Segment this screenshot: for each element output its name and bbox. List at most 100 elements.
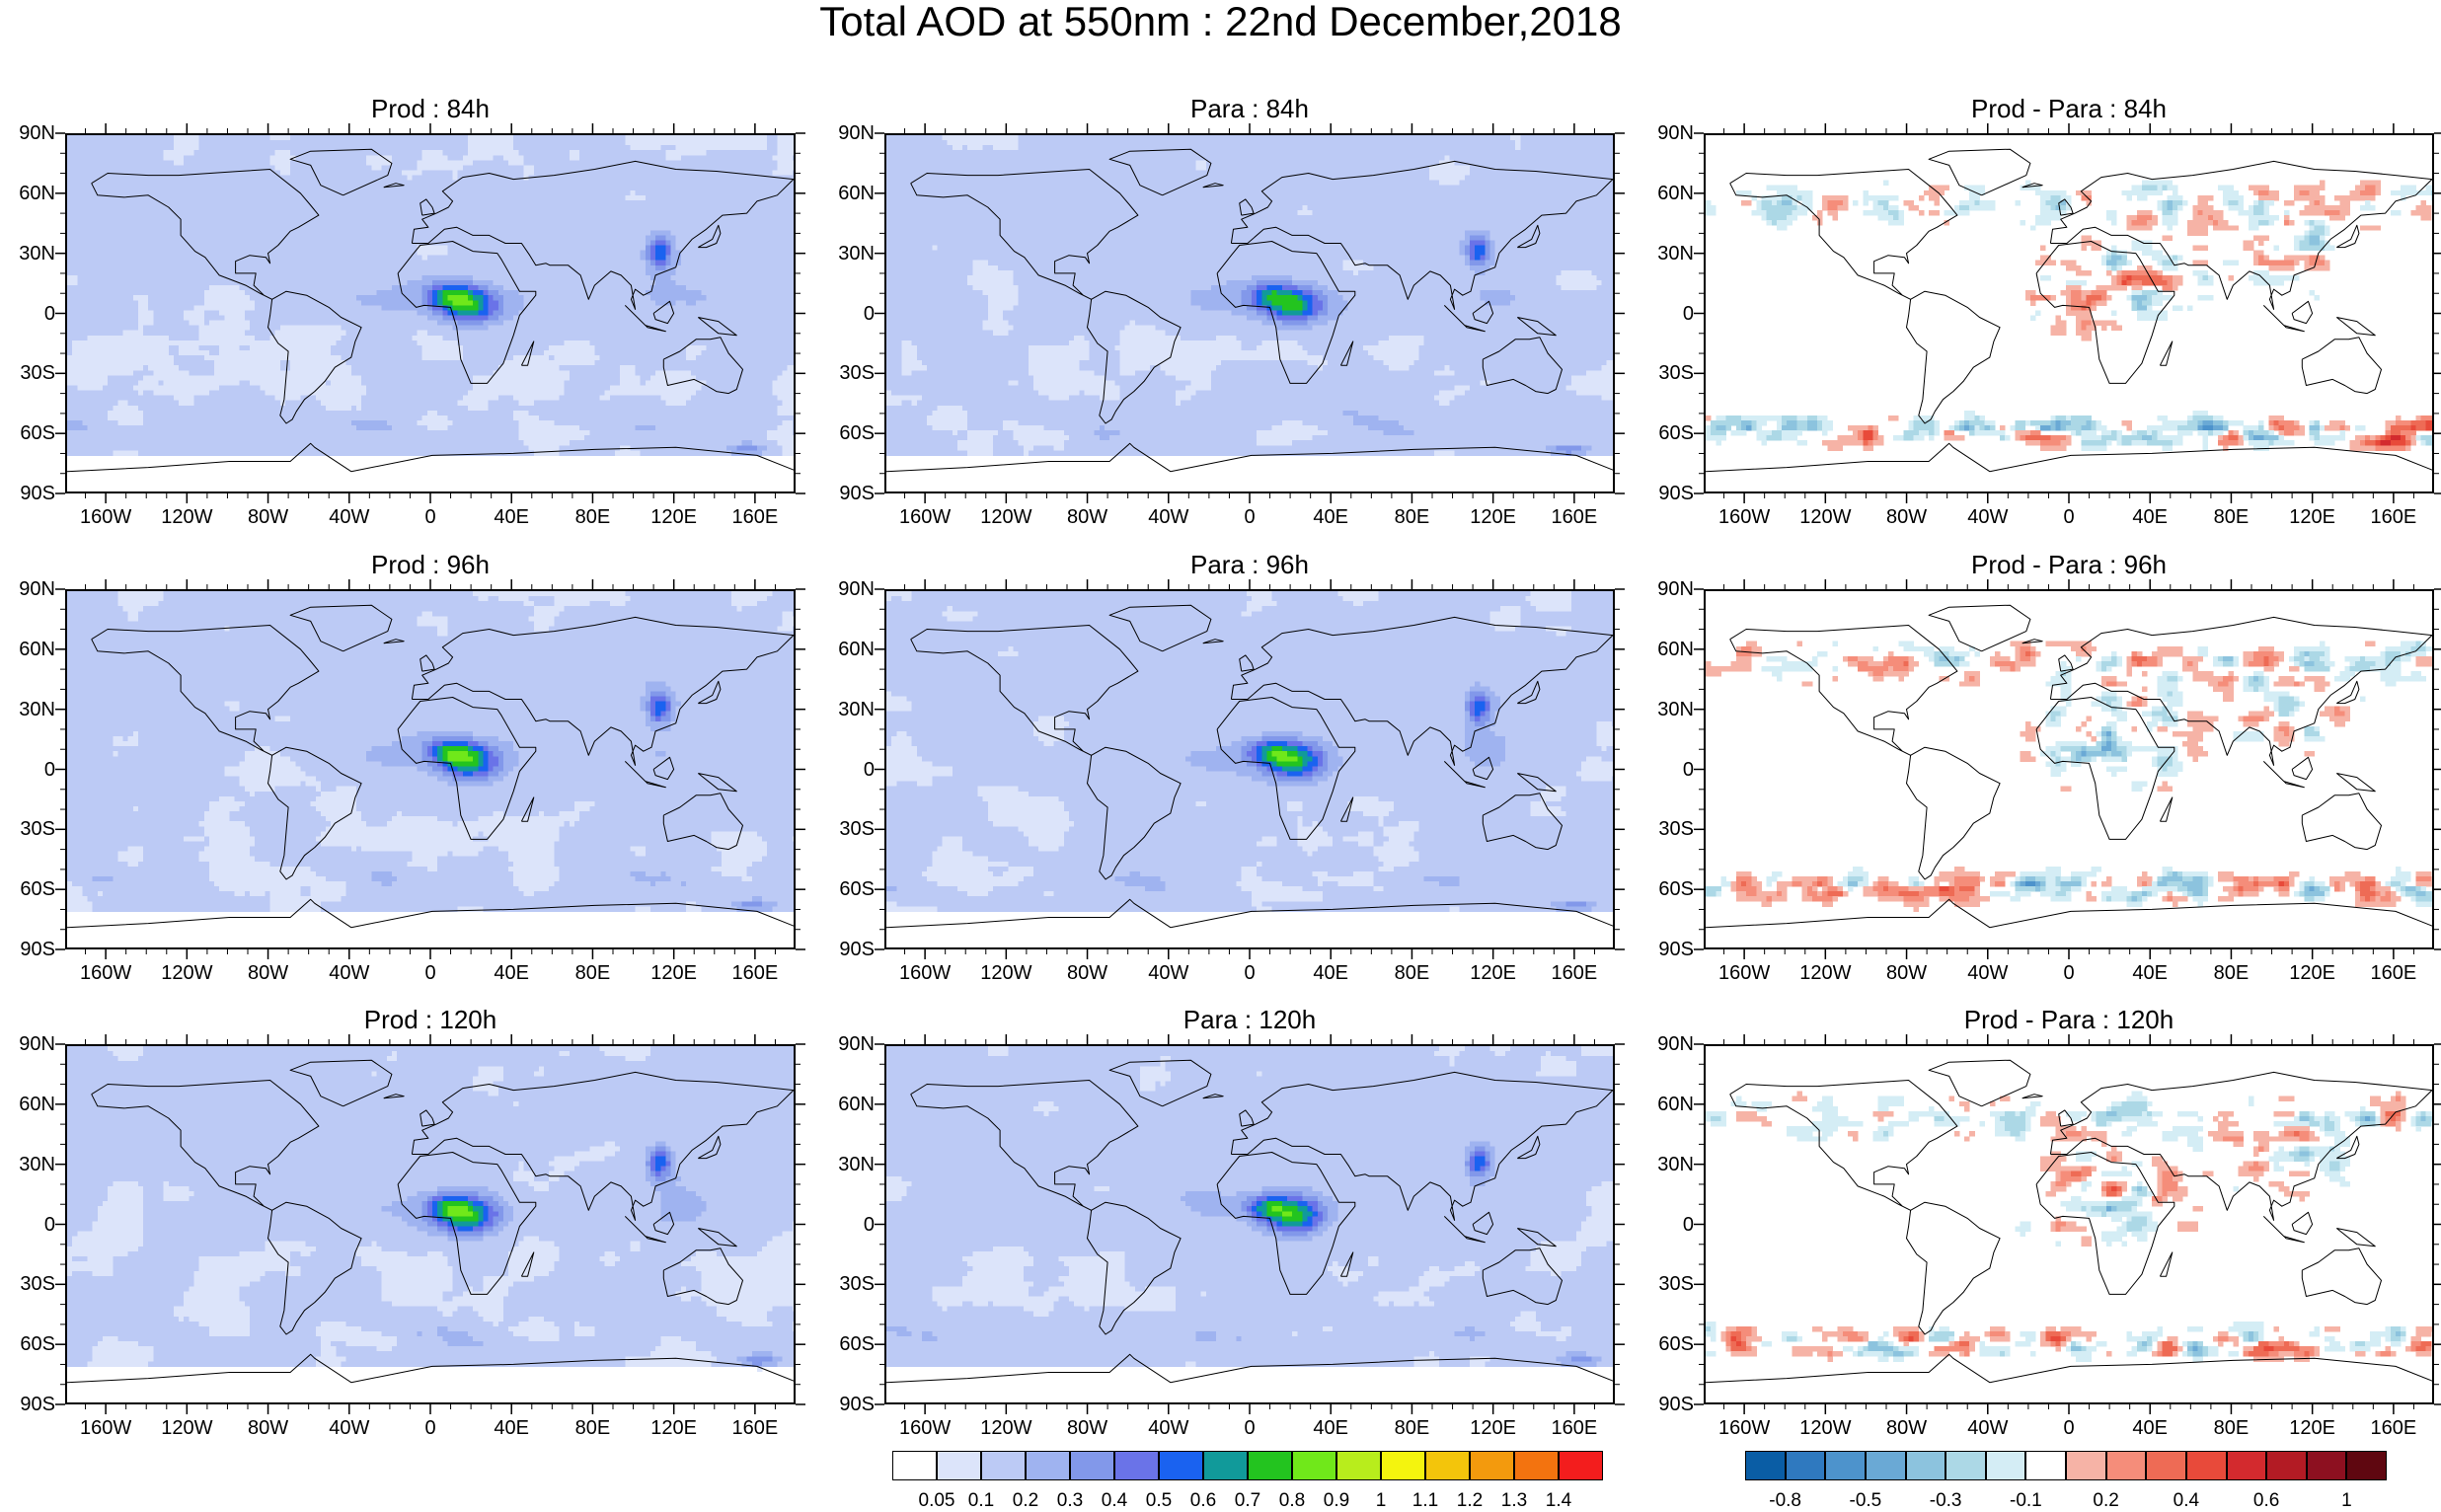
- latitude-label: 30S: [4, 818, 55, 840]
- colorbar-swatch: [2307, 1451, 2347, 1480]
- colorbar-label: 1.4: [1529, 1490, 1588, 1512]
- colorbar-swatch: [981, 1451, 1026, 1480]
- latitude-label: 60S: [4, 1333, 55, 1355]
- longitude-label: 0: [2034, 962, 2103, 984]
- longitude-label: 0: [396, 506, 465, 528]
- axis-ticks: [53, 577, 807, 961]
- longitude-label: 80E: [2196, 962, 2265, 984]
- latitude-label: 60N: [823, 183, 875, 204]
- latitude-label: 30N: [1642, 699, 1694, 720]
- colorbar-swatch: [892, 1451, 937, 1480]
- colorbar-swatch: [1114, 1451, 1159, 1480]
- latitude-label: 60S: [4, 878, 55, 900]
- latitude-label: 60N: [1642, 183, 1694, 204]
- longitude-label: 80E: [1377, 506, 1446, 528]
- latitude-label: 30S: [823, 1273, 875, 1295]
- longitude-label: 120W: [971, 1417, 1040, 1439]
- longitude-label: 160E: [721, 506, 790, 528]
- colorbar-swatch: [1906, 1451, 1946, 1480]
- latitude-label: 90N: [4, 1033, 55, 1055]
- panel-title: Prod - Para : 120h: [1704, 1005, 2434, 1034]
- longitude-label: 80W: [1872, 506, 1942, 528]
- longitude-label: 120E: [640, 962, 709, 984]
- colorbar-label: 1: [2317, 1490, 2376, 1512]
- panel-title: Prod : 120h: [65, 1005, 796, 1034]
- colorbar-swatch: [1559, 1451, 1603, 1480]
- colorbar-swatch: [1745, 1451, 1786, 1480]
- panel-title: Prod - Para : 96h: [1704, 550, 2434, 579]
- colorbar-swatch: [1336, 1451, 1381, 1480]
- longitude-label: 160W: [71, 1417, 140, 1439]
- longitude-label: 80E: [2196, 1417, 2265, 1439]
- colorbar-swatch: [1866, 1451, 1906, 1480]
- longitude-label: 0: [2034, 506, 2103, 528]
- longitude-label: 40E: [2115, 1417, 2184, 1439]
- longitude-label: 120E: [1459, 506, 1528, 528]
- colorbar-swatch: [2146, 1451, 2186, 1480]
- latitude-label: 60S: [823, 878, 875, 900]
- longitude-label: 120W: [1791, 1417, 1860, 1439]
- longitude-label: 120E: [1459, 962, 1528, 984]
- longitude-label: 80W: [234, 962, 303, 984]
- colorbar-swatch: [1825, 1451, 1866, 1480]
- panel-title: Para : 120h: [884, 1005, 1615, 1034]
- colorbar-swatch: [2066, 1451, 2106, 1480]
- longitude-label: 40W: [315, 1417, 384, 1439]
- longitude-label: 120W: [152, 506, 221, 528]
- longitude-label: 0: [1215, 1417, 1284, 1439]
- colorbar-swatch: [1248, 1451, 1292, 1480]
- longitude-label: 40W: [315, 506, 384, 528]
- colorbar-swatch: [2186, 1451, 2227, 1480]
- longitude-label: 0: [396, 1417, 465, 1439]
- latitude-label: 30S: [4, 1273, 55, 1295]
- longitude-label: 80E: [558, 1417, 627, 1439]
- latitude-label: 30S: [1642, 362, 1694, 384]
- latitude-label: 0: [4, 303, 55, 325]
- longitude-label: 120W: [152, 1417, 221, 1439]
- latitude-label: 60S: [823, 1333, 875, 1355]
- longitude-label: 160W: [1710, 962, 1779, 984]
- longitude-label: 80W: [1053, 1417, 1122, 1439]
- longitude-label: 160E: [721, 1417, 790, 1439]
- longitude-label: 80W: [1872, 962, 1942, 984]
- latitude-label: 90N: [1642, 578, 1694, 600]
- latitude-label: 0: [823, 1214, 875, 1236]
- latitude-label: 0: [1642, 1214, 1694, 1236]
- latitude-label: 30N: [1642, 243, 1694, 265]
- longitude-label: 0: [1215, 506, 1284, 528]
- latitude-label: 0: [4, 1214, 55, 1236]
- longitude-label: 40E: [477, 506, 546, 528]
- longitude-label: 160W: [890, 962, 959, 984]
- latitude-label: 90N: [1642, 122, 1694, 144]
- latitude-label: 60N: [823, 1094, 875, 1115]
- latitude-label: 30S: [1642, 1273, 1694, 1295]
- latitude-label: 90S: [823, 1394, 875, 1415]
- latitude-label: 30S: [823, 362, 875, 384]
- colorbar-label: -0.5: [1836, 1490, 1895, 1512]
- latitude-label: 30N: [4, 1154, 55, 1175]
- latitude-label: 60S: [1642, 878, 1694, 900]
- longitude-label: 40E: [2115, 962, 2184, 984]
- longitude-label: 160W: [890, 1417, 959, 1439]
- longitude-label: 160W: [890, 506, 959, 528]
- colorbar-label: -0.1: [1996, 1490, 2055, 1512]
- colorbar-swatch: [1292, 1451, 1336, 1480]
- longitude-label: 0: [2034, 1417, 2103, 1439]
- latitude-label: 30N: [823, 1154, 875, 1175]
- latitude-label: 0: [823, 759, 875, 781]
- longitude-label: 160E: [1540, 1417, 1609, 1439]
- latitude-label: 90N: [823, 578, 875, 600]
- latitude-label: 30N: [4, 699, 55, 720]
- latitude-label: 60N: [1642, 1094, 1694, 1115]
- longitude-label: 160W: [1710, 506, 1779, 528]
- longitude-label: 120W: [1791, 506, 1860, 528]
- axis-ticks: [53, 121, 807, 505]
- longitude-label: 120W: [1791, 962, 1860, 984]
- longitude-label: 80E: [558, 506, 627, 528]
- latitude-label: 60S: [823, 422, 875, 444]
